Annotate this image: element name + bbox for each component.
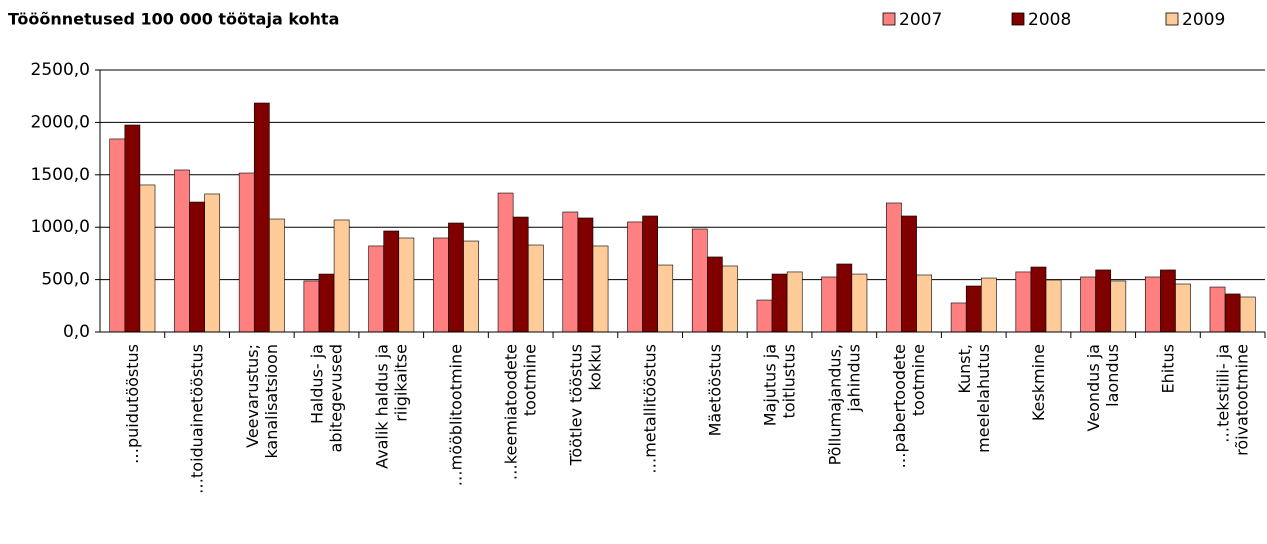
- x-tick-label: Veevarustus; kanalisatsioon: [242, 344, 281, 459]
- bar: [642, 215, 658, 333]
- x-tick-label: …tekstiili- ja rõivatootmine: [1213, 344, 1252, 456]
- bar: [189, 201, 205, 333]
- y-tick-label: 2500,0: [31, 60, 90, 80]
- x-tick-label: Töötlev tööstus kokku: [566, 344, 605, 466]
- bar: [657, 264, 674, 333]
- x-tick-label: Mäetööstus: [705, 344, 725, 437]
- legend-swatch: [882, 12, 896, 26]
- x-tick-label: Veondus ja laondus: [1084, 344, 1123, 432]
- bar: [253, 102, 270, 333]
- bar: [756, 299, 773, 333]
- bar: [851, 273, 868, 333]
- bar: [433, 237, 449, 333]
- y-tick-label: 2000,0: [31, 112, 90, 132]
- bar: [786, 271, 803, 333]
- bar: [109, 138, 126, 333]
- bar: [204, 193, 221, 333]
- bar: [722, 265, 738, 333]
- bar: [1030, 266, 1047, 333]
- bar: [303, 280, 320, 333]
- bar: [771, 273, 788, 333]
- bar: [333, 219, 350, 333]
- chart-title: Tööõnnetused 100 000 töötaja kohta: [8, 10, 339, 29]
- bar: [901, 215, 917, 333]
- x-tick-label: Põllumajandus, jahindus: [825, 344, 864, 466]
- bar: [368, 245, 384, 333]
- x-tick-label: …puidutööstus: [122, 344, 142, 464]
- x-tick-label: Avalik haldus ja riigikaitse: [372, 344, 411, 469]
- bar: [965, 285, 982, 333]
- bar: [1239, 296, 1256, 333]
- bar: [627, 221, 643, 333]
- y-tick-label: 1000,0: [31, 217, 90, 237]
- y-tick-label: 500,0: [41, 270, 90, 290]
- bar: [124, 124, 141, 333]
- bar: [1110, 280, 1127, 333]
- bar: [1015, 271, 1032, 333]
- x-tick-label: …toiduainetööstus: [187, 344, 207, 494]
- bar: [1095, 269, 1112, 333]
- x-tick-label: …mööblitootmine: [446, 344, 466, 487]
- bar: [463, 240, 479, 333]
- bar: [512, 216, 529, 333]
- bar: [821, 276, 838, 333]
- y-tick-label: 1500,0: [31, 165, 90, 185]
- x-tick-label: …metallitööstus: [640, 344, 660, 474]
- legend-swatch: [1165, 12, 1179, 26]
- bar: [577, 217, 594, 333]
- bar: [950, 302, 967, 333]
- x-tick-label: Ehitus: [1158, 344, 1178, 394]
- bar: [916, 274, 932, 333]
- bar: [269, 218, 285, 333]
- x-tick-label: …keemiatoodete tootmine: [501, 344, 540, 481]
- bar: [707, 256, 723, 333]
- bar: [139, 184, 156, 333]
- bar: [318, 273, 335, 333]
- bar: [1224, 293, 1241, 333]
- bar: [836, 263, 853, 333]
- bar: [562, 211, 579, 333]
- x-tick-label: …pabertoodete tootmine: [890, 344, 929, 469]
- x-tick-label: Kunst, meelelahutus: [954, 344, 993, 453]
- bar: [691, 228, 708, 333]
- bar: [398, 237, 415, 333]
- bar: [1209, 286, 1226, 333]
- bar: [448, 222, 464, 333]
- x-tick-label: Keskmine: [1028, 344, 1048, 422]
- bar: [1144, 276, 1161, 333]
- bar: [1045, 279, 1062, 333]
- x-tick-label: Majutus ja toitlustus: [760, 344, 799, 427]
- legend-label: 2007: [899, 10, 942, 30]
- legend-label: 2008: [1028, 10, 1071, 30]
- y-tick-label: 0,0: [63, 322, 90, 342]
- bar: [981, 277, 997, 333]
- x-tick-label: Haldus- ja abitegevused: [307, 344, 346, 453]
- bar: [1080, 276, 1096, 333]
- bar: [1160, 269, 1176, 333]
- legend-swatch: [1011, 12, 1025, 26]
- bar: [527, 244, 544, 333]
- bar: [383, 230, 400, 333]
- bar: [1175, 283, 1191, 333]
- legend-label: 2009: [1182, 10, 1225, 30]
- bar: [174, 169, 190, 333]
- bar: [238, 172, 255, 333]
- bar: [886, 202, 902, 333]
- bar: [497, 192, 514, 333]
- bar: [592, 245, 609, 333]
